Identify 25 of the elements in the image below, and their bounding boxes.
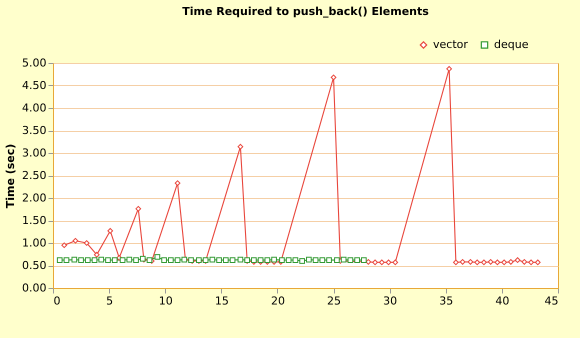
y-tick-label: 3.00 xyxy=(22,146,46,160)
y-tick-label: 4.50 xyxy=(22,79,46,92)
chart-title: Time Required to push_back() Elements xyxy=(182,5,430,18)
y-axis-title: Time (sec) xyxy=(4,144,18,208)
x-tick-label: 10 xyxy=(158,294,173,308)
y-tick-label: 1.00 xyxy=(22,236,46,250)
y-tick-label: 0.00 xyxy=(22,282,46,294)
y-tick-label: 0.50 xyxy=(22,259,46,272)
x-tick-label: 40 xyxy=(495,294,510,308)
x-tick-label: 35 xyxy=(439,294,454,308)
x-tick-label: 30 xyxy=(383,294,398,308)
legend-label: vector xyxy=(433,38,468,51)
x-tick-label: 20 xyxy=(270,294,285,308)
y-tick-label: 4.00 xyxy=(22,102,46,114)
y-tick-label: 3.50 xyxy=(22,124,46,137)
x-tick-label: 0 xyxy=(54,294,60,308)
x-tick-label: 5 xyxy=(106,294,114,308)
y-tick-label: 1.50 xyxy=(22,214,46,227)
y-tick-label: 5.00 xyxy=(22,56,46,70)
y-tick-label: 2.00 xyxy=(22,192,46,204)
x-tick-label: 25 xyxy=(327,294,342,308)
legend-label: deque xyxy=(494,38,529,51)
x-tick-label: 45 xyxy=(544,294,558,308)
y-tick-label: 2.50 xyxy=(22,169,46,182)
x-tick-label: 15 xyxy=(214,294,229,308)
